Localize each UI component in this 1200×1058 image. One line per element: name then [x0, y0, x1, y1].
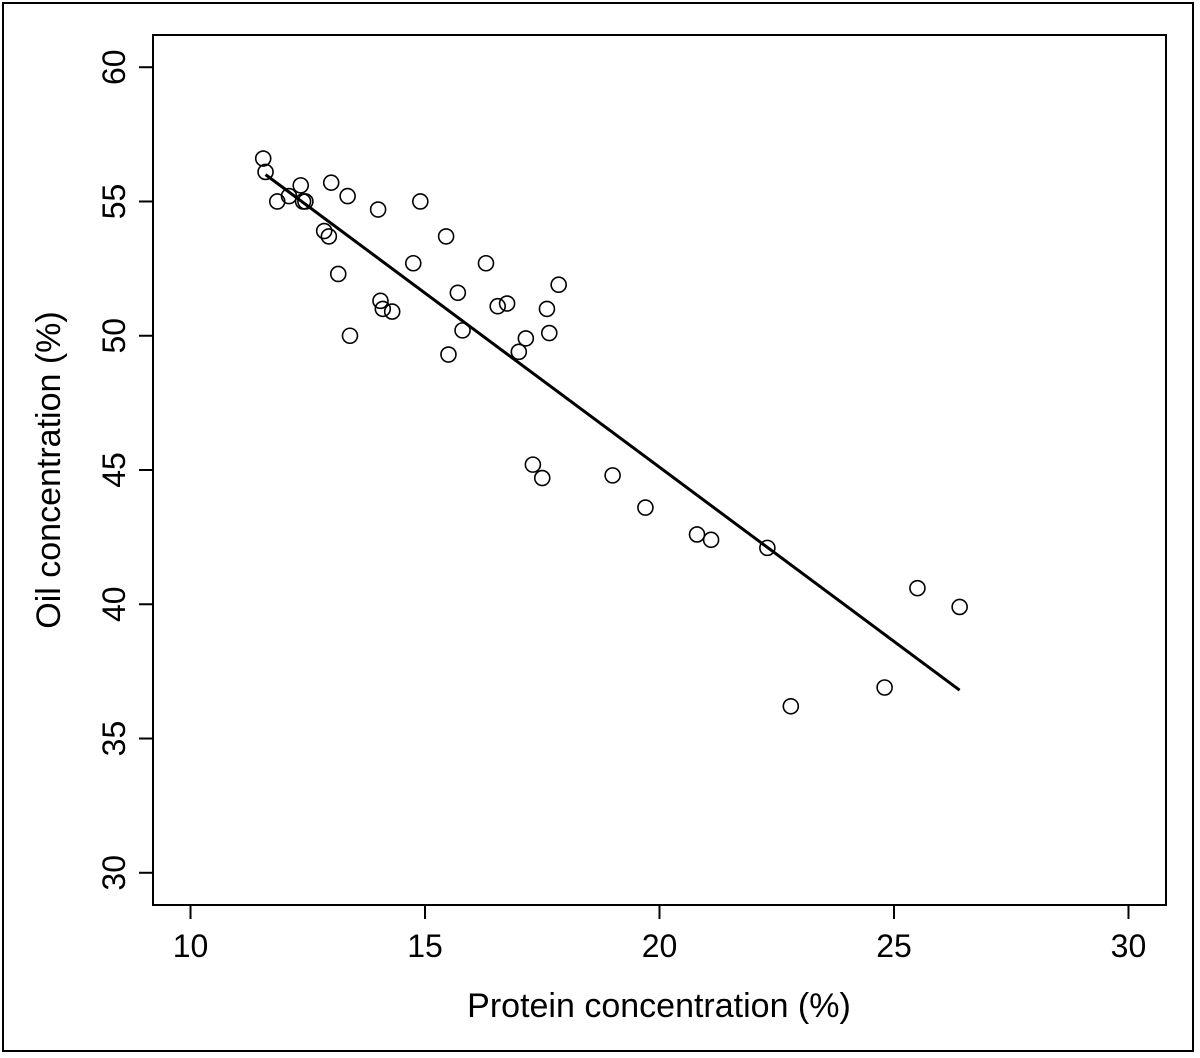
data-point	[550, 276, 567, 294]
y-tick-label: 35	[96, 721, 132, 757]
y-tick-label: 60	[96, 49, 132, 85]
data-point	[369, 201, 387, 218]
data-point	[533, 469, 551, 487]
data-point	[782, 697, 800, 715]
x-tick-label: 20	[642, 928, 678, 964]
data-point	[540, 324, 558, 342]
data-point	[292, 177, 310, 194]
data-point	[449, 284, 467, 302]
data-point	[524, 456, 542, 473]
y-axis: 30 35 40 45 50 55 60	[96, 49, 153, 891]
data-point	[268, 193, 286, 210]
data-point	[604, 467, 621, 484]
y-tick-label: 45	[96, 452, 132, 488]
x-axis-title: Protein concentration (%)	[467, 987, 851, 1025]
data-point	[341, 327, 359, 345]
data-point	[909, 579, 926, 597]
data-point	[437, 228, 455, 245]
data-point	[538, 300, 556, 318]
data-point	[383, 303, 401, 320]
x-tick-label: 10	[173, 928, 209, 964]
data-point	[477, 254, 495, 272]
data-point	[254, 150, 272, 167]
data-point	[440, 346, 457, 363]
data-point	[372, 292, 389, 310]
data-point	[454, 322, 471, 339]
y-axis-title: Oil concentration (%)	[30, 311, 68, 628]
data-point	[322, 174, 340, 191]
y-tick-label: 50	[96, 318, 132, 354]
x-tick-label: 15	[407, 928, 443, 964]
data-point	[374, 300, 392, 318]
data-point	[257, 163, 274, 181]
data-point	[517, 330, 535, 347]
data-point	[297, 193, 314, 210]
data-point	[759, 539, 776, 557]
data-point	[315, 222, 333, 240]
y-tick-label: 40	[96, 586, 132, 622]
data-point	[412, 193, 429, 210]
data-point	[329, 265, 347, 283]
data-point	[510, 343, 528, 361]
y-tick-label: 30	[96, 855, 132, 891]
data-point	[688, 526, 706, 543]
data-point	[498, 295, 516, 312]
x-tick-label: 25	[876, 928, 912, 964]
data-point	[339, 187, 356, 205]
data-point	[951, 598, 968, 616]
data-points	[254, 150, 968, 715]
data-point	[637, 499, 654, 516]
plot-area-border	[152, 34, 1167, 906]
regression-line	[264, 173, 961, 692]
x-tick-label: 30	[1111, 928, 1147, 964]
data-point	[404, 254, 422, 272]
data-point	[489, 297, 507, 315]
data-point	[876, 679, 893, 696]
data-point	[320, 228, 338, 245]
data-point	[702, 531, 720, 549]
x-axis: 10 15 20 25 30	[173, 905, 1147, 964]
y-tick-label: 55	[96, 184, 132, 220]
regression-line-group	[264, 173, 961, 692]
